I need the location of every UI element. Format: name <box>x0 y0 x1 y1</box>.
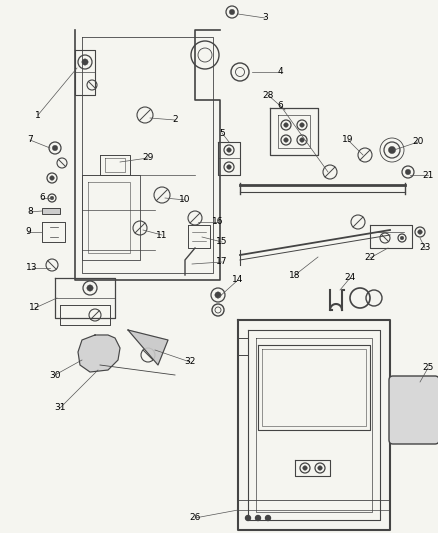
Text: 7: 7 <box>27 135 33 144</box>
Text: 10: 10 <box>179 196 191 205</box>
Circle shape <box>50 176 54 180</box>
Text: 15: 15 <box>216 238 228 246</box>
Text: 25: 25 <box>422 364 434 373</box>
FancyBboxPatch shape <box>389 376 438 444</box>
Circle shape <box>400 236 404 240</box>
Circle shape <box>284 123 288 127</box>
Text: 30: 30 <box>49 370 61 379</box>
Text: 23: 23 <box>419 244 431 253</box>
Text: 8: 8 <box>27 207 33 216</box>
Circle shape <box>246 515 251 521</box>
Circle shape <box>389 147 396 154</box>
Circle shape <box>418 230 422 234</box>
Text: 22: 22 <box>364 254 376 262</box>
Circle shape <box>284 138 288 142</box>
Text: 2: 2 <box>172 116 178 125</box>
Text: 31: 31 <box>54 403 66 413</box>
Text: 5: 5 <box>219 128 225 138</box>
Text: 28: 28 <box>262 91 274 100</box>
Text: 12: 12 <box>29 303 41 312</box>
Circle shape <box>405 169 411 175</box>
Circle shape <box>50 196 54 200</box>
Text: 6: 6 <box>39 193 45 203</box>
Circle shape <box>227 148 231 152</box>
Circle shape <box>82 59 88 65</box>
Text: 32: 32 <box>184 358 196 367</box>
FancyBboxPatch shape <box>42 208 60 214</box>
Circle shape <box>265 515 271 521</box>
Text: 11: 11 <box>156 230 168 239</box>
Polygon shape <box>128 330 168 365</box>
Text: 3: 3 <box>262 13 268 22</box>
Text: 4: 4 <box>277 68 283 77</box>
Circle shape <box>303 466 307 470</box>
Text: 6: 6 <box>277 101 283 109</box>
Text: 21: 21 <box>422 171 434 180</box>
Circle shape <box>300 123 304 127</box>
Text: 16: 16 <box>212 217 224 227</box>
Text: 19: 19 <box>342 135 354 144</box>
Polygon shape <box>78 335 120 372</box>
Text: 24: 24 <box>344 273 356 282</box>
Circle shape <box>52 146 58 151</box>
Circle shape <box>230 9 235 15</box>
Text: 1: 1 <box>35 110 41 119</box>
Text: 20: 20 <box>412 138 424 147</box>
Text: 26: 26 <box>189 513 201 522</box>
Text: 17: 17 <box>216 257 228 266</box>
Circle shape <box>318 466 322 470</box>
Circle shape <box>87 285 93 291</box>
Circle shape <box>255 515 261 521</box>
Circle shape <box>215 292 221 298</box>
Circle shape <box>227 165 231 169</box>
Circle shape <box>300 138 304 142</box>
Text: 18: 18 <box>289 271 301 279</box>
Text: 29: 29 <box>142 154 154 163</box>
Text: 14: 14 <box>232 276 244 285</box>
Text: 9: 9 <box>25 228 31 237</box>
Text: 13: 13 <box>26 263 38 272</box>
